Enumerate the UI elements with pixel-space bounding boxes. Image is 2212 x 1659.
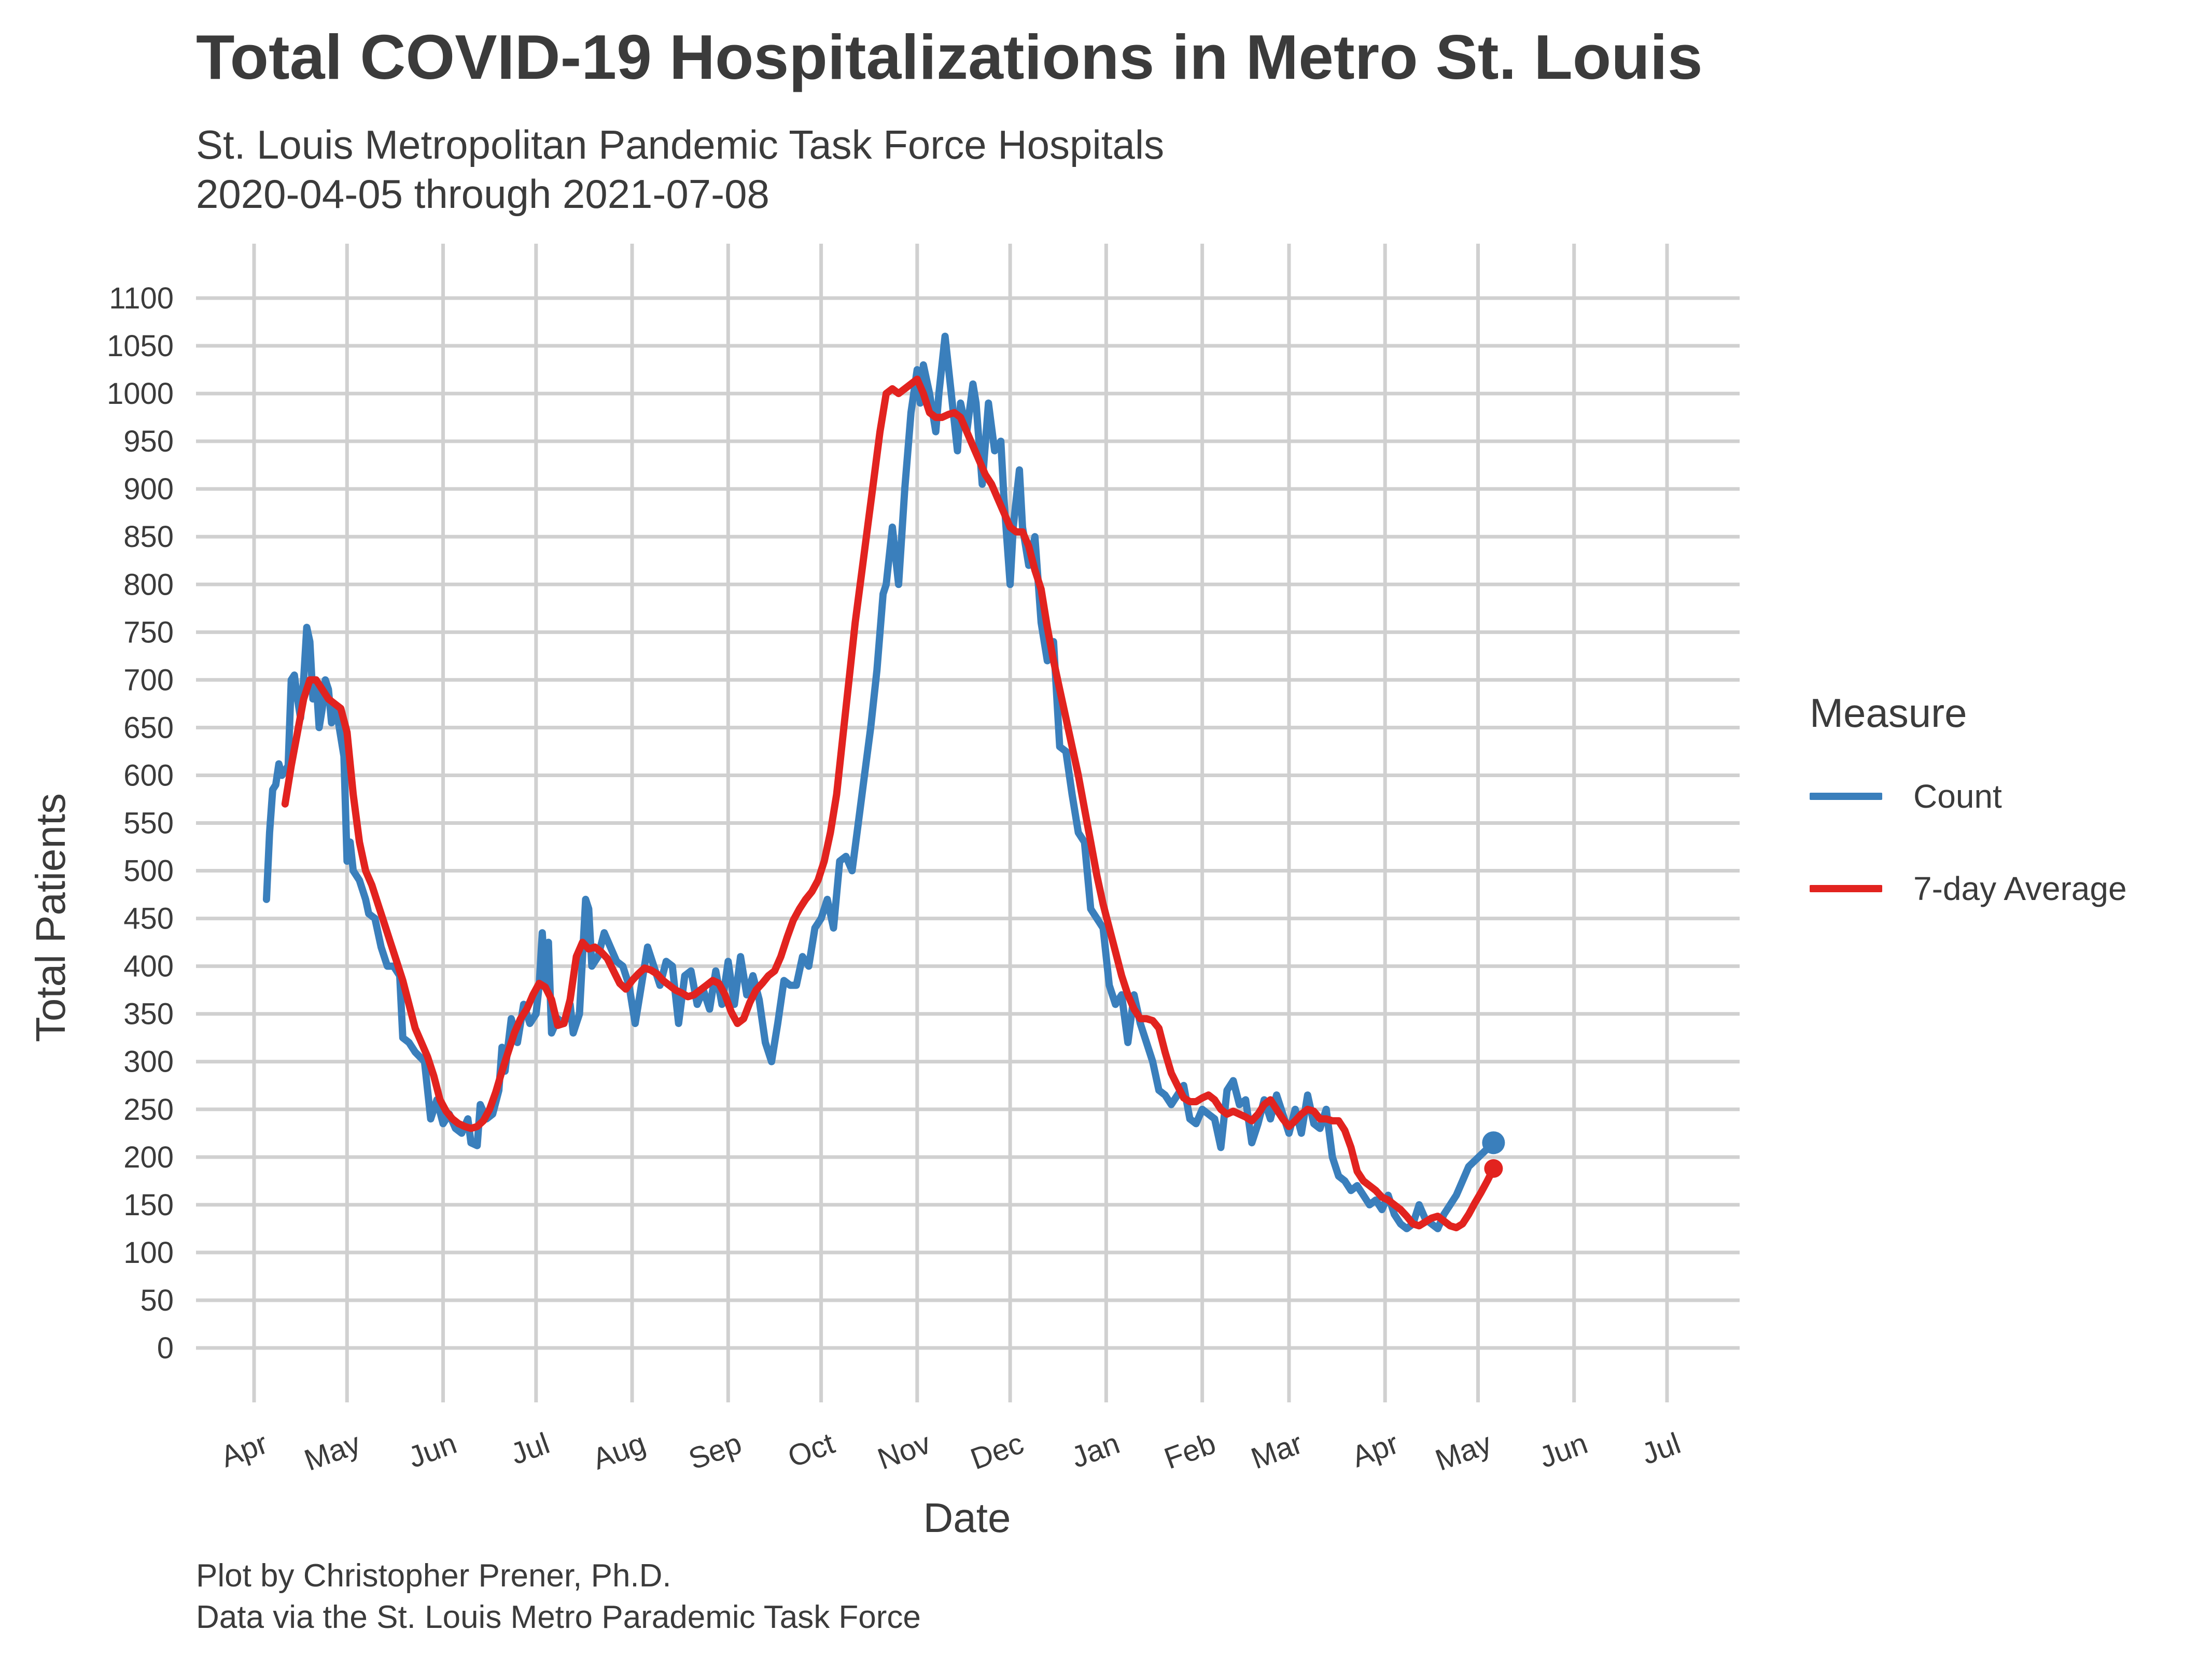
y-tick-label: 100 — [123, 1236, 174, 1270]
y-tick-label: 900 — [123, 472, 174, 506]
x-tick-label: Mar — [1247, 1426, 1307, 1475]
chart-title: Total COVID-19 Hospitalizations in Metro… — [196, 22, 1703, 92]
legend-swatch-count — [1810, 793, 1882, 800]
y-tick-label: 750 — [123, 615, 174, 649]
y-tick-label: 600 — [123, 758, 174, 792]
x-tick-label: May — [300, 1426, 365, 1478]
y-axis-label: Total Patients — [27, 793, 74, 1042]
y-tick-label: 950 — [123, 425, 174, 458]
y-tick-label: 1000 — [107, 377, 174, 411]
legend-label-average: 7-day Average — [1913, 870, 2127, 907]
legend: Measure Count 7-day Average — [1810, 690, 2127, 958]
y-tick-label: 800 — [123, 568, 174, 601]
y-tick-label: 550 — [123, 807, 174, 840]
legend-label-count: Count — [1913, 778, 2002, 815]
x-tick-label: Apr — [1348, 1426, 1403, 1474]
chart-subtitle: St. Louis Metropolitan Pandemic Task For… — [196, 120, 1164, 219]
x-tick-label: Jan — [1067, 1426, 1124, 1474]
x-tick-label: Feb — [1160, 1426, 1220, 1475]
caption-line-2: Data via the St. Louis Metro Parademic T… — [196, 1599, 921, 1635]
x-tick-label: May — [1431, 1426, 1496, 1478]
y-tick-label: 450 — [123, 902, 174, 936]
y-tick-label: 400 — [123, 950, 174, 983]
x-tick-label: Apr — [216, 1426, 272, 1474]
series-line-count — [262, 332, 1497, 1232]
y-tick-label: 1050 — [107, 329, 174, 363]
series-lines — [262, 332, 1505, 1232]
x-tick-label: Jun — [404, 1426, 461, 1474]
series-endpoint-count — [1482, 1131, 1505, 1155]
y-tick-label: 0 — [157, 1331, 174, 1365]
y-tick-label: 1100 — [109, 282, 174, 315]
y-tick-label: 50 — [140, 1284, 174, 1317]
x-tick-label: Sep — [684, 1426, 746, 1476]
legend-title: Measure — [1810, 690, 1967, 736]
x-tick-labels: Apr May Jun Jul Aug Sep Oct Nov Dec Jan Feb Mar Apr M… — [216, 1426, 1685, 1478]
caption-line-1: Plot by Christopher Prener, Ph.D. — [196, 1558, 671, 1594]
x-axis-label: Date — [923, 1495, 1011, 1541]
y-tick-label: 300 — [123, 1045, 174, 1079]
subtitle-line-1: St. Louis Metropolitan Pandemic Task For… — [196, 122, 1165, 167]
series-line-average — [281, 375, 1497, 1231]
x-tick-label: Dec — [966, 1426, 1028, 1476]
x-tick-label: Jul — [506, 1426, 554, 1471]
series-endpoint-average — [1484, 1159, 1503, 1178]
legend-item-average: 7-day Average — [1810, 865, 2127, 912]
legend-item-count: Count — [1810, 773, 2127, 820]
x-tick-label: Nov — [873, 1426, 935, 1476]
y-tick-label: 250 — [123, 1093, 174, 1127]
x-tick-label: Oct — [783, 1426, 839, 1474]
y-tick-label: 200 — [123, 1141, 174, 1174]
chart-caption: Plot by Christopher Prener, Ph.D. Data v… — [196, 1555, 921, 1638]
y-tick-label: 850 — [123, 520, 174, 554]
y-tick-label: 350 — [123, 997, 174, 1031]
legend-swatch-average — [1810, 885, 1882, 892]
y-tick-labels: 0 50 100 150 200 250 300 350 400 450 500 550 600 650 7… — [107, 282, 174, 1365]
x-tick-label: Jul — [1637, 1426, 1685, 1471]
y-tick-label: 650 — [123, 711, 174, 744]
x-tick-label: Jun — [1535, 1426, 1592, 1474]
y-tick-label: 150 — [123, 1188, 174, 1222]
y-tick-label: 500 — [123, 854, 174, 888]
y-tick-label: 700 — [123, 663, 174, 697]
subtitle-line-2: 2020-04-05 through 2021-07-08 — [196, 171, 769, 217]
x-tick-label: Aug — [588, 1426, 650, 1476]
